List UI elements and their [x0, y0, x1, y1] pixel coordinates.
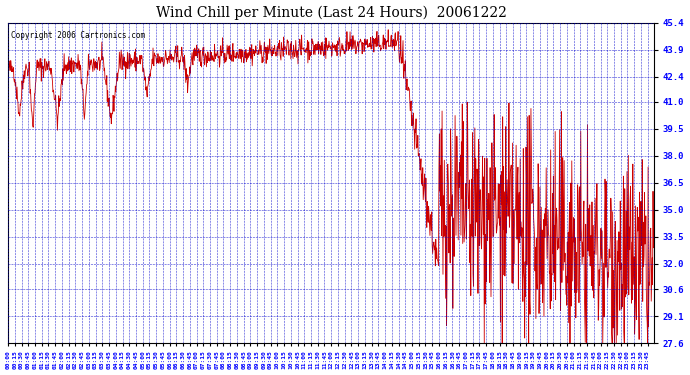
- Title: Wind Chill per Minute (Last 24 Hours)  20061222: Wind Chill per Minute (Last 24 Hours) 20…: [155, 6, 506, 20]
- Text: Copyright 2006 Cartronics.com: Copyright 2006 Cartronics.com: [11, 30, 146, 39]
